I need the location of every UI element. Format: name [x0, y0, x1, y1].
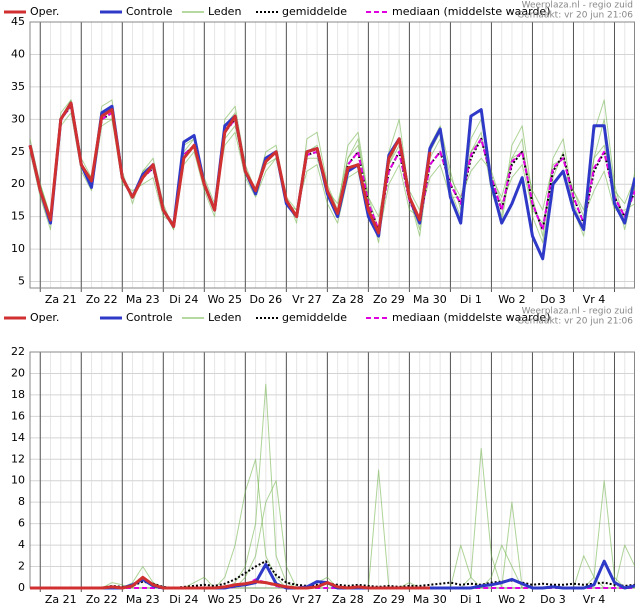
y-tick-label: 4: [18, 538, 25, 551]
x-tick-label: Vr 4: [583, 293, 606, 306]
x-tick-label: Zo 29: [373, 593, 405, 606]
x-tick-label: Za 28: [332, 593, 364, 606]
y-tick-label: 18: [11, 388, 25, 401]
series-line: [28, 101, 432, 235]
legend-label: gemiddelde: [282, 5, 347, 18]
member-line: [29, 112, 635, 237]
y-tick-label: 6: [18, 517, 25, 530]
legend-label: Oper.: [30, 5, 59, 18]
y-tick-label: 22: [11, 345, 25, 358]
y-tick-label: 20: [11, 177, 25, 190]
x-tick-label: Do 3: [540, 293, 566, 306]
y-tick-label: 15: [11, 210, 25, 223]
x-tick-label: Ma 23: [126, 293, 160, 306]
legend-label: Leden: [208, 5, 241, 18]
member-line: [30, 448, 635, 589]
legend-label: Leden: [208, 311, 241, 324]
legend-label: gemiddelde: [282, 311, 347, 324]
legend-label: mediaan (middelste waarde): [392, 5, 550, 18]
x-tick-label: Wo 2: [498, 593, 525, 606]
y-tick-label: 12: [11, 452, 25, 465]
x-tick-label: Di 24: [169, 593, 198, 606]
y-tick-label: 25: [11, 145, 25, 158]
x-tick-label: Za 21: [45, 593, 77, 606]
y-tick-label: 10: [11, 242, 25, 255]
y-tick-label: 40: [11, 47, 25, 60]
y-tick-label: 45: [11, 15, 25, 28]
x-tick-label: Do 3: [540, 593, 566, 606]
x-tick-label: Ma 30: [413, 593, 447, 606]
y-tick-label: 30: [11, 112, 25, 125]
plot-frame: [29, 351, 635, 589]
legend-label: mediaan (middelste waarde): [392, 311, 550, 324]
x-tick-label: Do 26: [249, 293, 282, 306]
source-label: Weerplaza.nl - regio zuid: [522, 1, 633, 11]
y-tick-label: 10: [11, 474, 25, 487]
y-tick-label: 14: [11, 431, 25, 444]
x-tick-label: Za 28: [332, 293, 364, 306]
x-tick-label: Vr 27: [292, 293, 322, 306]
source-label: Weerplaza.nl - regio zuid: [522, 307, 633, 317]
series-line: [30, 575, 430, 590]
x-tick-label: Wo 25: [208, 293, 242, 306]
made-label: Gemaakt: vr 20 jun 21:06: [517, 317, 633, 327]
x-tick-label: Wo 25: [208, 593, 242, 606]
legend-label: Controle: [126, 311, 173, 324]
x-tick-label: Ma 30: [413, 293, 447, 306]
y-tick-label: 0: [18, 581, 25, 594]
x-tick-label: Do 26: [249, 593, 282, 606]
x-tick-label: Zo 22: [86, 293, 118, 306]
legend-label: Oper.: [30, 311, 59, 324]
x-tick-label: Vr 27: [292, 593, 322, 606]
x-tick-label: Za 21: [45, 293, 77, 306]
y-tick-label: 8: [18, 495, 25, 508]
made-label: Gemaakt: vr 20 jun 21:06: [517, 11, 633, 21]
x-tick-label: Vr 4: [583, 593, 606, 606]
x-tick-label: Ma 23: [126, 593, 160, 606]
y-tick-label: 5: [18, 275, 25, 288]
x-tick-label: Di 1: [460, 593, 482, 606]
y-tick-label: 16: [11, 409, 25, 422]
x-tick-label: Di 24: [169, 293, 198, 306]
x-tick-label: Di 1: [460, 293, 482, 306]
member-line: [30, 383, 635, 589]
y-tick-label: 2: [18, 560, 25, 573]
legend-label: Controle: [126, 5, 173, 18]
x-tick-label: Zo 22: [86, 593, 118, 606]
x-tick-label: Wo 2: [498, 293, 525, 306]
x-tick-label: Zo 29: [373, 293, 405, 306]
y-tick-label: 35: [11, 80, 25, 93]
y-tick-label: 20: [11, 366, 25, 379]
